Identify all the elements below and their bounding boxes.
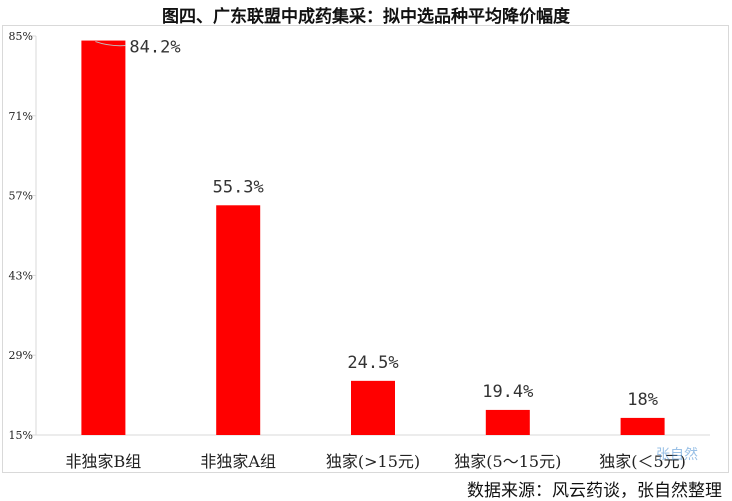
x-tick-label: 非独家B组 xyxy=(66,452,142,471)
data-label-leader xyxy=(95,41,126,47)
chart-title: 图四、广东联盟中成药集采：拟中选品种平均降价幅度 xyxy=(162,7,570,27)
x-tick-label: 独家(>15元) xyxy=(326,452,420,471)
data-label: 19.4% xyxy=(482,382,533,402)
x-tick-label: 独家(5～15元) xyxy=(454,452,561,471)
y-tick-label: 43% xyxy=(9,269,33,282)
y-tick-label: 57% xyxy=(9,190,33,203)
y-tick-label: 29% xyxy=(9,349,33,362)
watermark-text: 张自然 xyxy=(656,447,698,463)
y-tick-label: 85% xyxy=(9,30,33,43)
bar xyxy=(351,380,395,435)
bar xyxy=(216,205,261,435)
x-tick-label: 非独家A组 xyxy=(200,452,276,471)
data-label: 18% xyxy=(627,390,658,410)
data-label: 55.3% xyxy=(213,177,264,197)
bar xyxy=(81,40,126,436)
data-label: 84.2% xyxy=(129,38,180,58)
source-note: 数据来源：风云药谈，张自然整理 xyxy=(467,481,722,501)
bar xyxy=(620,417,665,435)
y-tick-label: 15% xyxy=(9,429,33,442)
x-tick-label: 独家(＜5元) xyxy=(599,452,686,471)
chart-frame xyxy=(2,25,729,473)
bar xyxy=(485,409,530,435)
y-tick-label: 71% xyxy=(9,110,33,123)
data-label: 24.5% xyxy=(347,353,398,373)
